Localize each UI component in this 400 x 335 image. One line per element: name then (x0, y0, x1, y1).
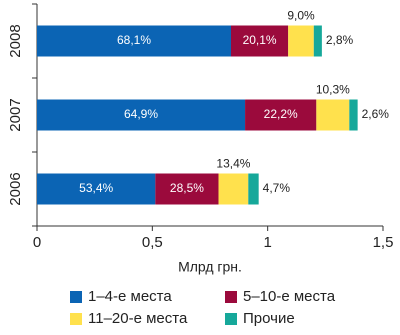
data-label: 9,0% (287, 9, 315, 23)
bar-segment (288, 25, 314, 57)
legend-swatch (225, 313, 237, 325)
data-label: 20,1% (243, 33, 277, 47)
data-label: 22,2% (264, 107, 298, 121)
legend-swatch (225, 291, 237, 303)
bar-segment (37, 25, 231, 57)
data-label: 2,6% (362, 107, 390, 121)
bar-segment (218, 173, 249, 205)
y-tick-label: 2007 (7, 98, 24, 131)
data-label: 2,8% (326, 33, 354, 47)
bar-segment (230, 25, 289, 57)
bar-segment (37, 99, 246, 131)
x-tick-label: 1,5 (373, 234, 394, 251)
x-tick-label: 1 (263, 234, 271, 251)
data-label: 53,4% (79, 181, 113, 195)
data-label: 4,7% (263, 181, 291, 195)
bar-segment (316, 99, 350, 131)
y-tick-label: 2006 (7, 172, 24, 205)
bar-segment (155, 173, 219, 205)
legend-swatch (70, 313, 82, 325)
legend-label: 1–4-е места (88, 288, 172, 305)
bar-segment (248, 173, 259, 205)
legend-label: 5–10-е места (243, 288, 336, 305)
legend-label: 11–20-е места (88, 310, 188, 327)
bar-segment (245, 99, 317, 131)
data-label: 10,3% (316, 83, 350, 97)
data-label: 64,9% (124, 107, 158, 121)
legend-label: Прочие (243, 310, 295, 327)
x-tick-label: 0 (33, 234, 41, 251)
data-label: 28,5% (170, 181, 204, 195)
bar-segment (37, 173, 156, 205)
bar-segment (349, 99, 358, 131)
y-tick-label: 2008 (7, 24, 24, 57)
legend-swatch (70, 291, 82, 303)
data-label: 13,4% (216, 157, 250, 171)
x-axis-label: Млрд грн. (178, 259, 242, 275)
data-label: 68,1% (117, 33, 151, 47)
bar-segment (313, 25, 322, 57)
x-tick-label: 0,5 (142, 234, 163, 251)
